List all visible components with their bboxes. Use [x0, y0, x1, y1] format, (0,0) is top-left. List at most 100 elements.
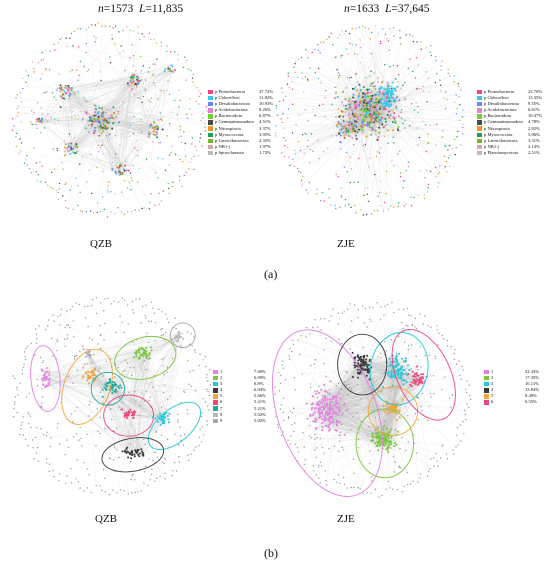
legend-label: p Latescibacterota: [215, 137, 249, 143]
legend-percent: 13.35%: [528, 95, 543, 101]
legend-percent: 27.72%: [259, 89, 274, 94]
legend-percent: 32.33%: [525, 369, 540, 374]
legend-row: p Acidobacteriota 8.26%: [208, 107, 273, 113]
legend-swatch: [208, 126, 213, 131]
legend-row: p Nitrospirota 3.37%: [208, 126, 273, 132]
qzb-module-network: [12, 297, 212, 496]
qzb-module-legend: 1 7.69% 2 6.99% 3 6.8% 4 6.04% 5 5.66% 6 5.21% 7 5.21…: [213, 369, 266, 424]
legend-percent: 6.99%: [254, 375, 266, 381]
legend-percent: 5.21%: [254, 399, 266, 405]
legend-row: p Proteobacteria 23.70%: [477, 89, 542, 95]
legend-row: p Myxococcota 3.05%: [208, 132, 273, 138]
legend-swatch: [213, 369, 218, 375]
legend-label: 2: [491, 375, 494, 381]
legend-label: p NB1-j: [215, 143, 230, 149]
legend-swatch: [477, 132, 482, 137]
legend-row: p Proteobacteria 27.72%: [208, 89, 273, 95]
legend-swatch: [213, 382, 218, 387]
legend-label: p Chloroflexi: [484, 95, 509, 101]
legend-percent: 8.49%: [525, 393, 537, 399]
legend-swatch: [208, 108, 213, 113]
legend-label: p Spirochaetota: [215, 149, 244, 155]
legend-label: 3: [491, 381, 494, 387]
legend-label: p Bacteroidota: [484, 113, 511, 119]
legend-row: p Gemmatimonadota 4.78%: [477, 119, 542, 125]
legend-percent: 4.51%: [259, 119, 271, 125]
legend-row: 6 5.21%: [213, 399, 266, 405]
legend-percent: 11.82%: [259, 95, 273, 101]
legend-percent: 3.06%: [528, 131, 540, 137]
legend-label: 6: [220, 399, 223, 405]
legend-swatch: [213, 375, 218, 381]
legend-swatch: [484, 375, 489, 381]
legend-row: 4 6.04%: [213, 387, 266, 393]
legend-row: p Latescibacterota 3.31%: [477, 138, 542, 144]
legend-swatch: [213, 394, 218, 399]
legend-label: 2: [220, 375, 223, 381]
zje-module-network-label: ZJE: [337, 513, 355, 525]
legend-row: 1 32.33%: [484, 369, 539, 375]
legend-label: 1: [220, 369, 223, 374]
zje-phylum-network: [274, 25, 464, 216]
legend-row: 2 6.99%: [213, 375, 266, 381]
legend-label: p NB1-j: [484, 143, 499, 149]
legend-percent: 6.61%: [528, 107, 540, 113]
legend-row: p Spirochaetota 1.72%: [208, 150, 273, 156]
legend-swatch: [208, 150, 213, 156]
legend-swatch: [213, 400, 218, 405]
legend-label: p Gemmatimonadota: [484, 119, 523, 125]
legend-label: p Nitrospirota: [215, 125, 241, 131]
legend-swatch: [213, 412, 218, 417]
legend-row: p Myxococcota 3.06%: [477, 132, 542, 138]
legend-row: 8 5.02%: [213, 412, 266, 418]
legend-percent: 1.97%: [259, 143, 271, 149]
legend-label: p Gemmatimonadota: [215, 119, 254, 125]
legend-label: p Myxococcota: [215, 131, 244, 137]
legend-swatch: [213, 388, 218, 393]
legend-swatch: [208, 120, 213, 125]
legend-swatch: [477, 89, 482, 95]
legend-label: p Myxococcota: [484, 131, 513, 137]
legend-percent: 7.69%: [254, 369, 266, 374]
legend-percent: 3.05%: [259, 131, 271, 137]
legend-swatch: [477, 144, 482, 150]
legend-swatch: [213, 406, 218, 411]
legend-label: 4: [491, 387, 494, 393]
legend-swatch: [477, 138, 482, 143]
legend-swatch: [213, 418, 218, 423]
legend-swatch: [477, 126, 482, 131]
legend-row: 5 8.49%: [484, 393, 539, 399]
legend-row: p Acidobacteriota 6.61%: [477, 107, 542, 113]
legend-row: p Desulfobacterota 10.93%: [208, 101, 273, 107]
legend-swatch: [208, 144, 213, 150]
legend-percent: 5.66%: [254, 393, 266, 399]
legend-percent: 5.02%: [254, 411, 266, 417]
legend-label: p Planctomycetota: [484, 149, 519, 155]
legend-percent: 6.55%: [525, 399, 537, 405]
legend-row: 1 7.69%: [213, 369, 266, 375]
legend-percent: 10.47%: [528, 113, 543, 119]
legend-label: 1: [491, 369, 494, 374]
legend-row: p Bacteroidota 10.47%: [477, 113, 542, 119]
legend-row: p NB1-j 2.14%: [477, 144, 542, 150]
zje-phylum-legend: p Proteobacteria 23.70% p Chloroflexi 13.35…: [477, 89, 542, 156]
legend-swatch: [208, 95, 213, 101]
legend-percent: 16.11%: [525, 381, 539, 387]
legend-label: p Nitrospirota: [484, 125, 510, 131]
legend-row: 3 6.8%: [213, 381, 266, 387]
legend-row: p Gemmatimonadota 4.51%: [208, 119, 273, 125]
legend-row: p NB1-j 1.97%: [208, 144, 273, 150]
legend-percent: 6.87%: [259, 113, 271, 119]
legend-label: p Bacteroidota: [215, 113, 242, 119]
qzb-phylum-legend: p Proteobacteria 27.72% p Chloroflexi 11.82…: [208, 89, 273, 156]
legend-row: 3 16.11%: [484, 381, 539, 387]
legend-swatch: [208, 138, 213, 143]
legend-swatch: [484, 382, 489, 387]
legend-row: p Chloroflexi 13.35%: [477, 95, 542, 101]
legend-label: 6: [491, 399, 494, 405]
legend-label: 5: [491, 393, 494, 399]
legend-label: 7: [220, 405, 223, 411]
legend-label: p Acidobacteriota: [215, 107, 248, 113]
legend-swatch: [477, 95, 482, 101]
legend-percent: 2.14%: [528, 143, 540, 149]
